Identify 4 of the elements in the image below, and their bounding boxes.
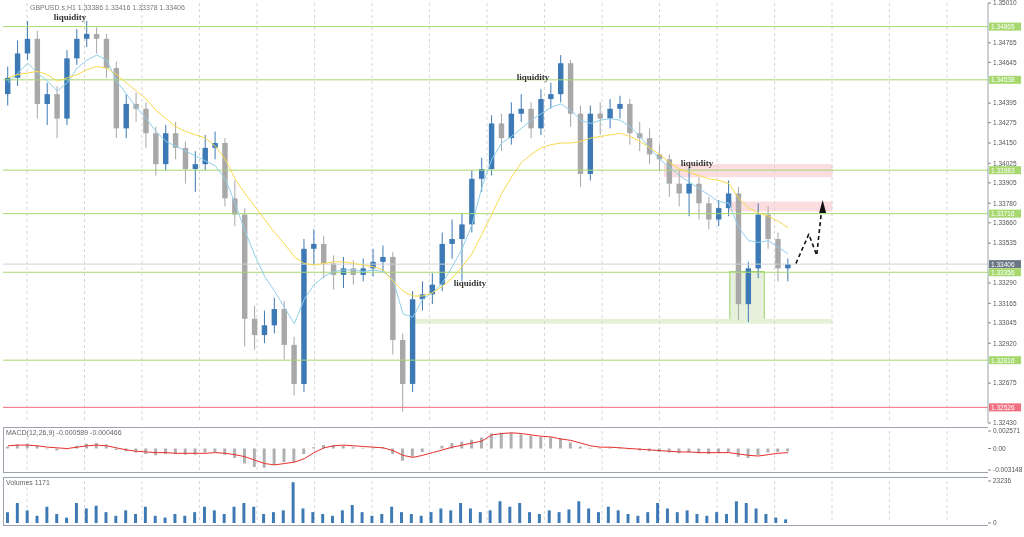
annotation: liquidity (453, 278, 487, 288)
annotation: liquidity (53, 12, 87, 22)
annotation: liquidity (516, 72, 550, 82)
annotation: liquidity (680, 158, 714, 168)
